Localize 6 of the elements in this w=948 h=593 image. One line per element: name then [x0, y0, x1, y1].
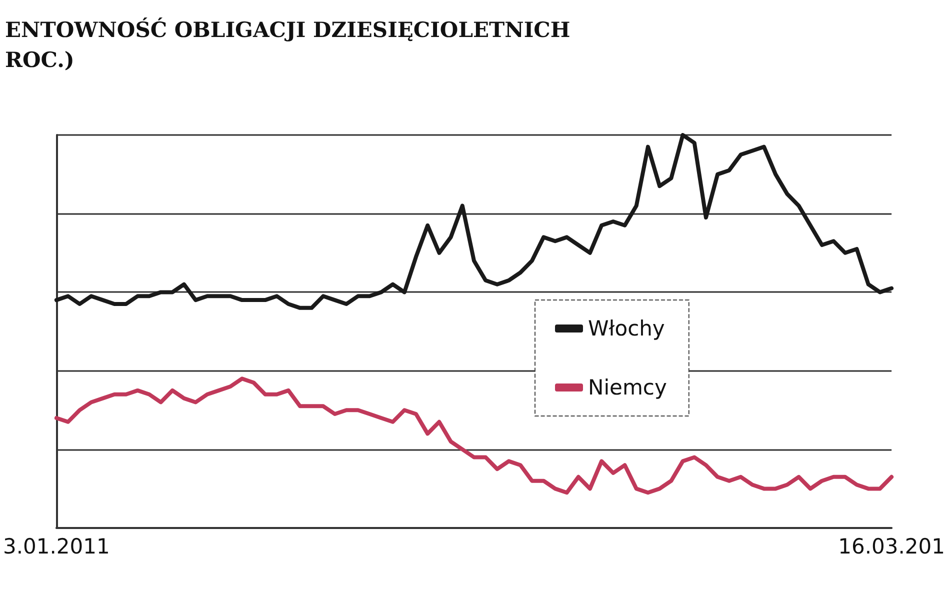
legend-label: Włochy — [588, 316, 665, 340]
x-tick-label: 3.01.2011 — [2, 534, 110, 558]
chart-subtitle: ROC.) — [5, 47, 74, 72]
x-tick-label: 16.03.201 — [838, 534, 946, 558]
chart-title: ENTOWNOŚĆ OBLIGACJI DZIESIĘCIOLETNICH — [5, 17, 570, 42]
legend-label: Niemcy — [588, 376, 667, 400]
